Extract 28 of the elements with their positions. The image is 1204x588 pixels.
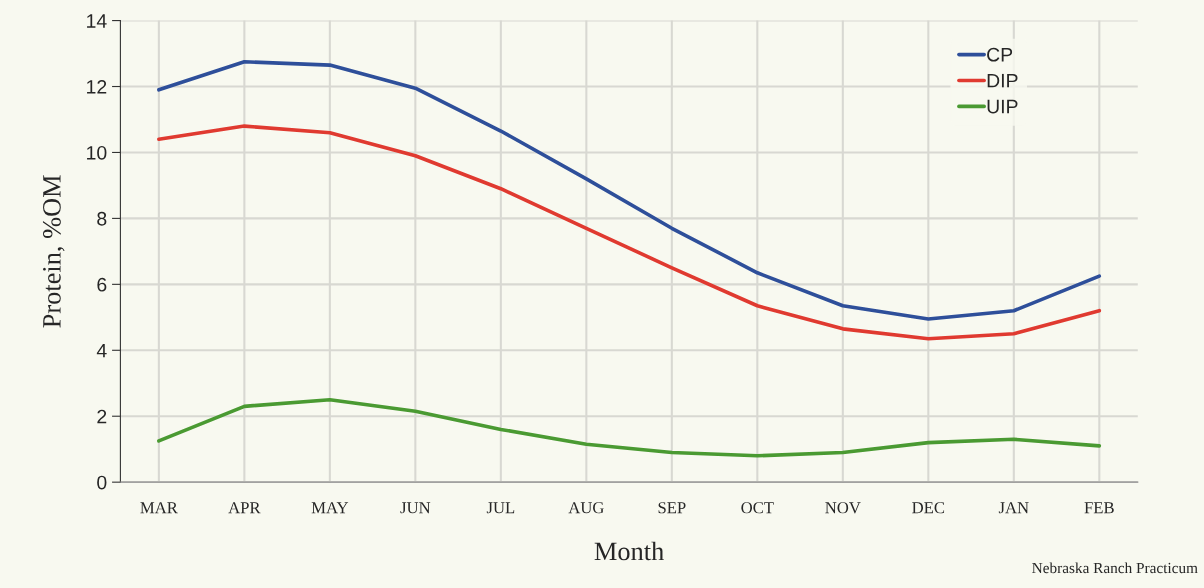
x-tick-label: DEC (912, 502, 945, 514)
y-tick-label: 0 (97, 475, 107, 490)
legend-label: UIP (987, 99, 1018, 114)
line-series (157, 124, 1102, 341)
x-tick-label: APR (228, 502, 261, 514)
x-tick-label: JUL (486, 502, 515, 514)
y-tick-label: 4 (96, 343, 107, 358)
x-tick-label: MAR (140, 502, 178, 514)
y-tick-label: 6 (97, 277, 107, 292)
x-tick-label: MAY (311, 502, 349, 514)
legend-label: DIP (987, 73, 1018, 88)
x-axis-title: Month (594, 541, 664, 561)
y-tick-label: 10 (87, 145, 107, 160)
x-tick-label: JUN (400, 502, 431, 514)
y-tick-label: 2 (97, 409, 107, 424)
x-tick-label: JAN (998, 502, 1029, 514)
x-tick-label: SEP (658, 502, 686, 514)
x-tick-label: AUG (568, 502, 604, 514)
legend-label: CP (987, 47, 1013, 62)
y-axis-title: Protein, %OM (42, 175, 65, 328)
y-tick-label: 14 (87, 14, 107, 28)
line-series (157, 397, 1102, 458)
x-tick-label: FEB (1084, 502, 1114, 514)
x-tick-label: OCT (741, 502, 774, 514)
text: Nebraska Ranch Practicum (1032, 562, 1198, 574)
y-tick-label: 12 (87, 79, 107, 94)
x-tick-label: NOV (825, 502, 861, 514)
y-tick-label: 8 (97, 211, 107, 226)
